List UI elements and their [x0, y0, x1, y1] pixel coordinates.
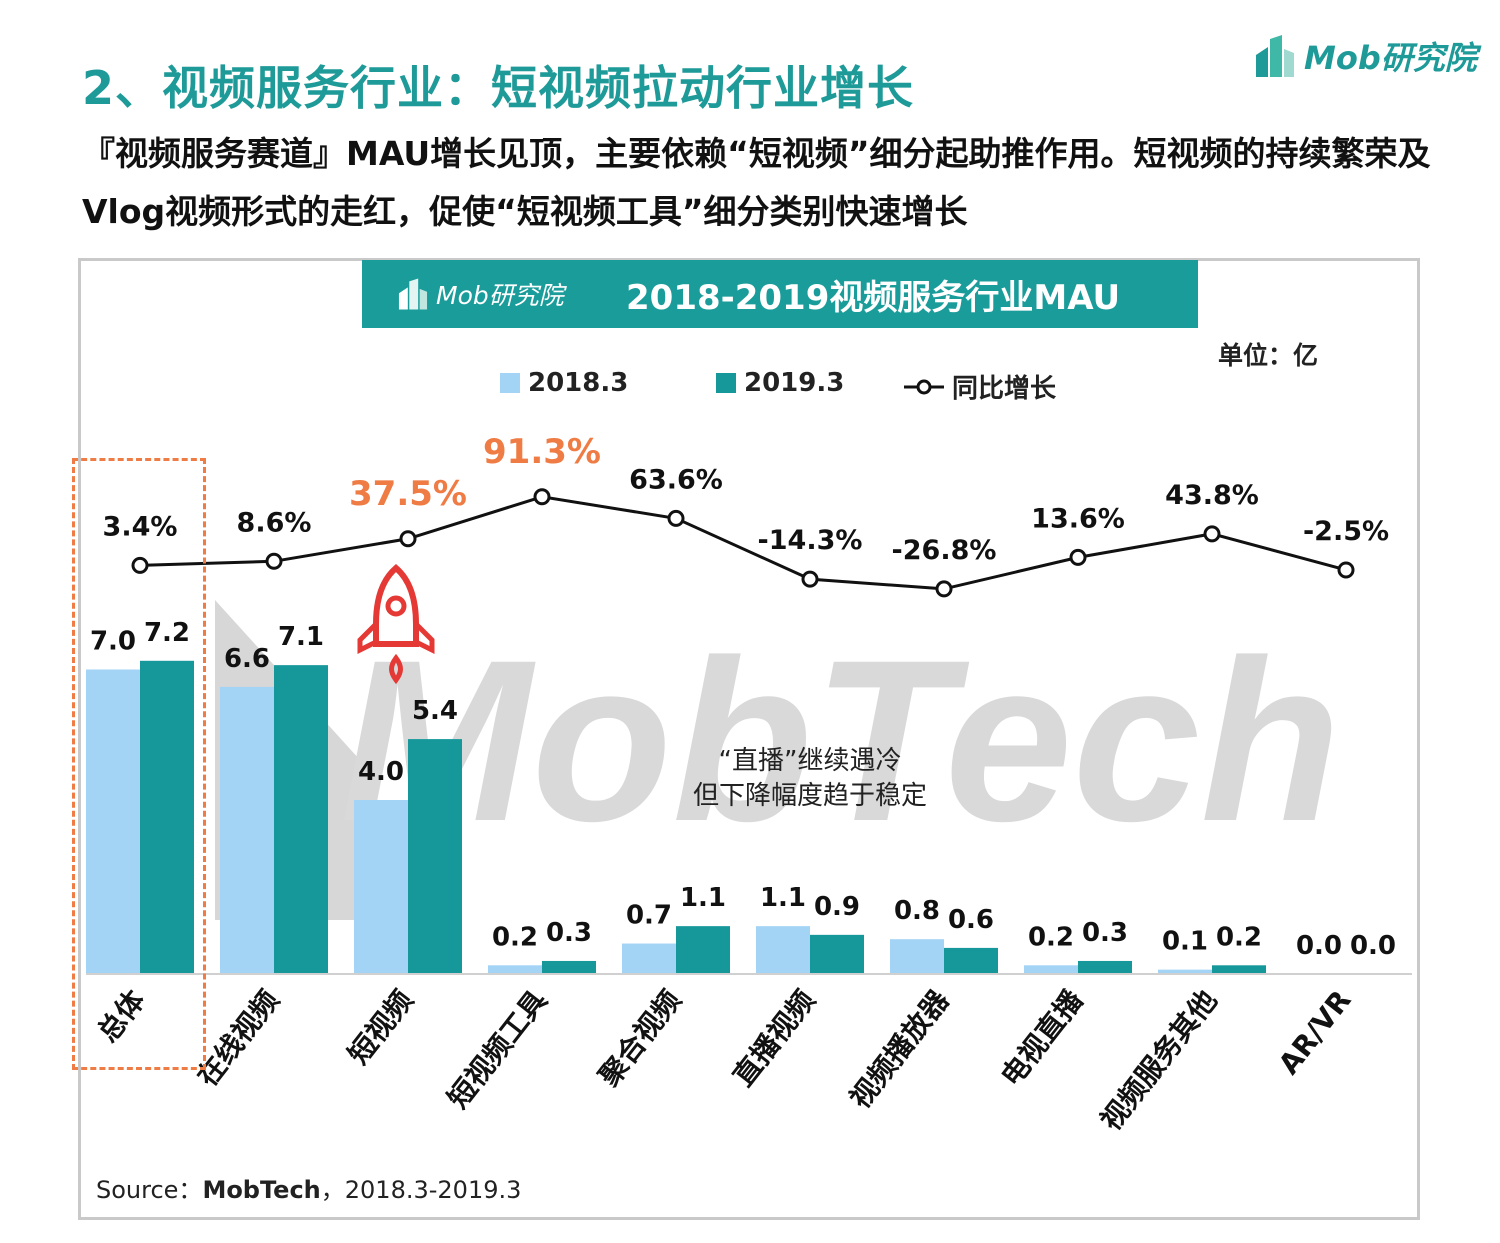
live-annotation: “直播”继续遇冷 但下降幅度趋于稳定 [640, 744, 980, 814]
source-suffix: ，2018.3-2019.3 [320, 1176, 522, 1204]
source-name: MobTech [202, 1176, 321, 1204]
legend-label-growth: 同比增长 [952, 374, 1057, 404]
legend-label-2019: 2019.3 [744, 368, 845, 398]
source-note: Source：MobTech，2018.3-2019.3 [96, 1170, 521, 1205]
subtitle: 『视频服务赛道』MAU增长见顶，主要依赖“短视频”细分起助推作用。短视频的持续繁… [82, 134, 1431, 231]
growth-point-0 [131, 556, 149, 574]
data-label-2018-1: 6.6 [224, 644, 270, 674]
growth-label-9: -2.5% [1303, 516, 1389, 547]
data-label-2019-8: 0.2 [1216, 922, 1262, 952]
growth-point-3 [533, 488, 551, 506]
watermark-text: MobTech [340, 612, 1341, 869]
source-prefix: Source： [96, 1176, 203, 1204]
data-label-2018-4: 0.7 [626, 901, 672, 931]
growth-label-7: 13.6% [1031, 503, 1125, 534]
category-label-9: AR/VR [1272, 984, 1358, 1081]
data-label-2019-2: 5.4 [412, 696, 458, 726]
growth-point-8 [1203, 525, 1221, 543]
data-label-2018-3: 0.2 [492, 922, 538, 952]
bar-2019-4 [676, 926, 730, 974]
data-label-2018-0: 7.0 [90, 627, 136, 657]
chart-frame [78, 258, 1420, 1220]
data-label-2018-5: 1.1 [760, 883, 806, 913]
bar-2018-0 [86, 669, 140, 974]
category-label-4: 聚合视频 [592, 984, 688, 1093]
category-label-7: 电视直播 [995, 983, 1091, 1092]
category-label-5: 直播视频 [727, 984, 822, 1093]
growth-point-5 [801, 570, 819, 588]
legend-swatch-2019 [716, 373, 736, 393]
category-label-3: 短视频工具 [441, 984, 553, 1115]
page-title: 2、视频服务行业：短视频拉动行业增长 [82, 61, 915, 115]
chart-title: 2018-2019视频服务行业MAU [626, 277, 1121, 318]
growth-point-2 [399, 530, 417, 548]
growth-point-9 [1337, 561, 1355, 579]
growth-label-3: 91.3% [483, 432, 601, 472]
bar-2018-8 [1158, 969, 1212, 974]
bar-2019-1 [274, 665, 328, 974]
data-label-2019-0: 7.2 [144, 618, 190, 648]
growth-point-1 [265, 552, 283, 570]
data-label-2019-6: 0.6 [948, 905, 994, 935]
legend-item-2019: 2019.3 [716, 368, 844, 398]
bar-2019-5 [810, 934, 864, 974]
bar-2018-5 [756, 926, 810, 974]
brand-logo: Mob研究院 [1252, 30, 1477, 82]
brand-name: Mob研究院 [1304, 39, 1477, 77]
growth-label-1: 8.6% [237, 507, 312, 538]
growth-point-6 [935, 580, 953, 598]
building-icon [1256, 35, 1294, 77]
bar-2019-0 [140, 660, 194, 974]
data-label-2018-2: 4.0 [358, 757, 404, 787]
annotation-line-2: 但下降幅度趋于稳定 [692, 781, 927, 811]
data-label-2019-7: 0.3 [1082, 918, 1128, 948]
building-icon [398, 278, 428, 310]
bar-2019-2 [408, 739, 462, 974]
bar-2018-6 [890, 939, 944, 974]
bar-2018-2 [354, 800, 408, 974]
banner-brand: Mob研究院 [396, 276, 606, 312]
category-label-8: 视频服务其他 [1094, 984, 1223, 1137]
bar-2018-1 [220, 686, 274, 974]
growth-line [139, 495, 1347, 591]
bar-2019-3 [542, 960, 596, 974]
bar-2019-8 [1212, 965, 1266, 974]
growth-point-4 [667, 509, 685, 527]
data-label-2019-1: 7.1 [278, 622, 324, 652]
growth-label-5: -14.3% [758, 525, 863, 556]
bar-2018-7 [1024, 965, 1078, 974]
bar-2018-3 [488, 965, 542, 974]
growth-label-6: -26.8% [892, 535, 997, 566]
legend-item-growth: 同比增长 [904, 368, 1056, 405]
data-label-2018-7: 0.2 [1028, 922, 1074, 952]
legend-swatch-2018 [500, 373, 520, 393]
bar-2019-7 [1078, 960, 1132, 974]
growth-label-4: 63.6% [629, 464, 723, 495]
data-label-2019-3: 0.3 [546, 918, 592, 948]
growth-label-2: 37.5% [349, 474, 467, 514]
annotation-line-1: “直播”继续遇冷 [718, 746, 902, 776]
data-label-2018-9: 0.0 [1296, 931, 1342, 961]
legend-label-2018: 2018.3 [528, 368, 629, 398]
data-label-2019-5: 0.9 [814, 892, 860, 922]
legend-item-2018: 2018.3 [500, 368, 628, 398]
category-label-2: 短视频 [342, 984, 420, 1071]
highlight-box-total [72, 458, 206, 1070]
data-label-2019-9: 0.0 [1350, 931, 1396, 961]
bar-2018-4 [622, 943, 676, 974]
data-label-2018-6: 0.8 [894, 896, 940, 926]
legend-line-marker-icon [904, 379, 944, 394]
data-label-2019-4: 1.1 [680, 883, 726, 913]
rocket-icon [357, 564, 435, 685]
growth-label-8: 43.8% [1165, 480, 1259, 511]
bar-2019-6 [944, 947, 998, 974]
banner-brand-name: Mob研究院 [436, 281, 564, 310]
chart-banner: Mob研究院 2018-2019视频服务行业MAU [362, 260, 1198, 328]
data-label-2018-8: 0.1 [1162, 927, 1208, 957]
growth-point-7 [1069, 548, 1087, 566]
growth-label-0: 3.4% [103, 511, 178, 542]
category-label-6: 视频播放器 [843, 983, 956, 1114]
unit-label: 单位：亿 [1218, 341, 1319, 370]
